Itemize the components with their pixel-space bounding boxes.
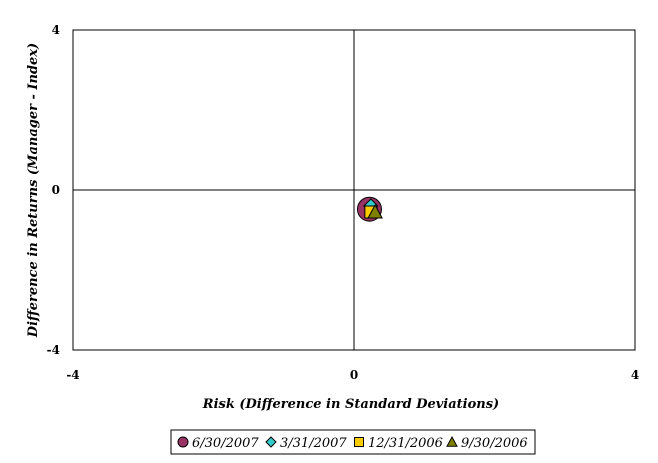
data-point [367, 203, 383, 219]
x-tick-labels: -4 0 4 [66, 368, 639, 382]
legend-box [170, 429, 536, 455]
legend-label: 3/31/2007 [280, 436, 347, 451]
legend-label: 9/30/2006 [461, 436, 528, 451]
legend-marker [354, 437, 364, 447]
legend-label: 6/30/2007 [192, 436, 259, 451]
legend-marker [265, 436, 277, 448]
x-tick-label: -4 [66, 368, 79, 382]
y-tick-label: 0 [52, 183, 60, 197]
data-points [356, 196, 383, 222]
legend: 6/30/2007 3/31/2007 12/31/2006 9/30/2006 [170, 429, 536, 455]
y-tick-labels: 4 0 -4 [47, 23, 60, 357]
x-tick-label: 4 [631, 368, 639, 382]
x-axis-title: Risk (Difference in Standard Deviations) [202, 397, 499, 412]
y-axis-title: Difference in Returns (Manager - Index) [26, 43, 41, 338]
legend-marker [177, 436, 189, 448]
legend-marker [446, 435, 458, 447]
x-tick-label: 0 [350, 368, 358, 382]
legend-label: 12/31/2006 [368, 436, 443, 451]
y-tick-label: 4 [52, 23, 60, 37]
y-tick-label: -4 [47, 343, 60, 357]
